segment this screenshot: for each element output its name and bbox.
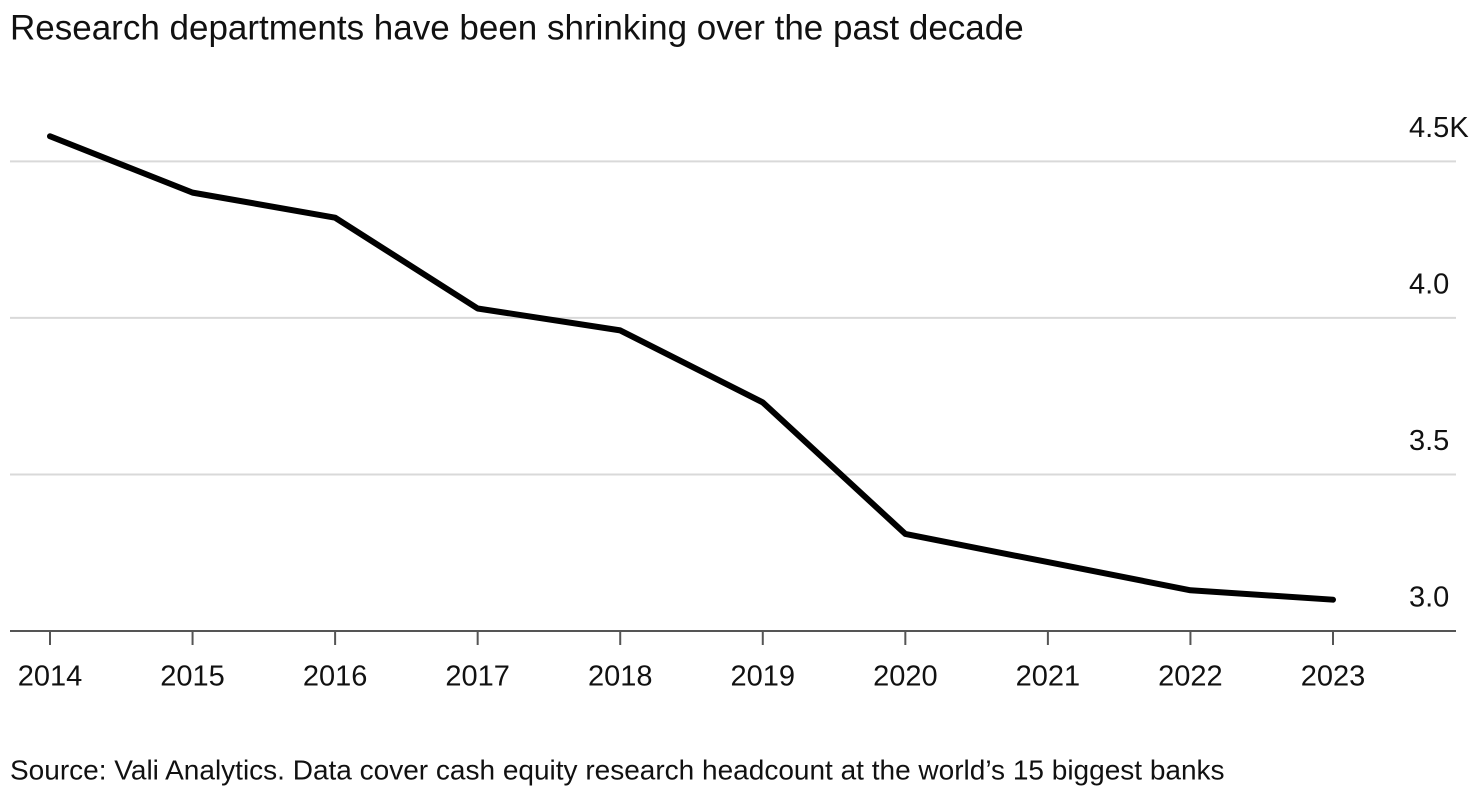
x-tick-label: 2021 [1016, 661, 1081, 693]
x-tick-label: 2022 [1158, 661, 1223, 693]
x-tick-label: 2016 [303, 661, 368, 693]
x-tick-label: 2014 [18, 661, 83, 693]
x-tick-label: 2020 [873, 661, 938, 693]
chart-title: Research departments have been shrinking… [10, 8, 1024, 47]
x-tick-label: 2023 [1301, 661, 1366, 693]
y-tick-label: 3.5 [1409, 425, 1449, 457]
x-tick-label: 2017 [445, 661, 510, 693]
x-tick-label: 2018 [588, 661, 653, 693]
y-tick-label: 4.5K [1409, 112, 1469, 144]
y-tick-label: 3.0 [1409, 582, 1449, 614]
x-tick-label: 2015 [160, 661, 225, 693]
y-tick-label: 4.0 [1409, 269, 1449, 301]
x-tick-label: 2019 [731, 661, 796, 693]
line-series [47, 133, 1336, 603]
source-note: Source: Vali Analytics. Data cover cash … [10, 754, 1225, 785]
